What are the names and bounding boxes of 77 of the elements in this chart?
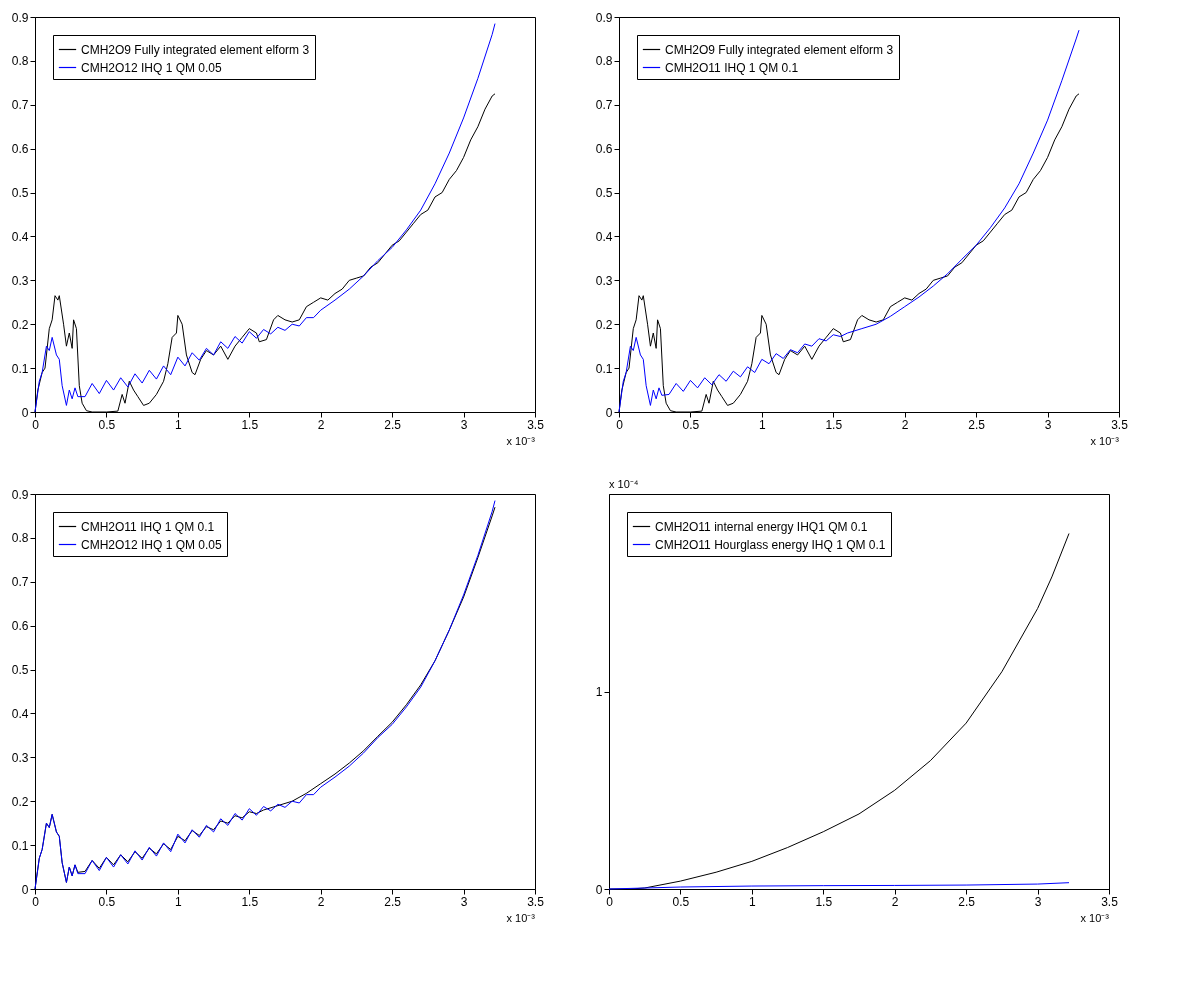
y-tick-label: 0.7 bbox=[11, 98, 29, 113]
x-tick-label: 3.5 bbox=[527, 894, 545, 909]
x-tick-label: 0.5 bbox=[682, 417, 700, 432]
x-tick-label: 3.5 bbox=[527, 417, 545, 432]
text: x 10⁻³ bbox=[506, 912, 536, 924]
x-tick-label: 0.5 bbox=[98, 417, 116, 432]
x-tick-label: 1 bbox=[759, 417, 767, 432]
y-tick-label: 0 bbox=[21, 882, 29, 897]
y-tick-label: 0.4 bbox=[11, 706, 29, 721]
x-tick-label: 2 bbox=[901, 417, 909, 432]
legend-label: CMH2O9 Fully integrated element elform 3 bbox=[665, 42, 894, 57]
x-tick-label: 3 bbox=[460, 894, 468, 909]
legend-label: CMH2O11 Hourglass energy IHQ 1 QM 0.1 bbox=[655, 537, 886, 552]
x-tick-label: 3 bbox=[460, 417, 468, 432]
x-tick-label: 0 bbox=[32, 894, 40, 909]
y-tick-label: 0.7 bbox=[11, 575, 29, 590]
x-tick-label: 3.5 bbox=[1101, 894, 1119, 909]
y-tick-label: 0.3 bbox=[595, 273, 613, 288]
y-tick-label: 0.8 bbox=[11, 531, 29, 546]
legend-label: CMH2O12 IHQ 1 QM 0.05 bbox=[81, 537, 223, 552]
y-tick-label: 0.2 bbox=[11, 317, 29, 332]
legend-label: CMH2O11 IHQ 1 QM 0.1 bbox=[665, 60, 799, 75]
y-tick-label: 0.3 bbox=[11, 273, 29, 288]
line-series bbox=[608, 882, 1070, 890]
legend-label: CMH2O12 IHQ 1 QM 0.05 bbox=[81, 60, 223, 75]
x-tick-label: 3 bbox=[1034, 894, 1042, 909]
y-tick-label: 0.9 bbox=[11, 10, 29, 25]
y-tick-label: 0.2 bbox=[11, 794, 29, 809]
legend-label: CMH2O9 Fully integrated element elform 3 bbox=[81, 42, 310, 57]
x-tick-label: 1 bbox=[749, 894, 757, 909]
y-tick-label: 0.6 bbox=[11, 619, 29, 634]
x-tick-label: 1.5 bbox=[815, 894, 833, 909]
legend-label: CMH2O11 internal energy IHQ1 QM 0.1 bbox=[655, 519, 868, 534]
y-tick-label: 0.8 bbox=[595, 54, 613, 69]
y-tick-label: 0.1 bbox=[11, 361, 29, 376]
x-tick-label: 0 bbox=[32, 417, 40, 432]
x-tick-label: 2 bbox=[891, 894, 899, 909]
y-tick-label: 0.6 bbox=[11, 142, 29, 157]
x-tick-label: 1.5 bbox=[825, 417, 843, 432]
y-tick-label: 0 bbox=[595, 882, 603, 897]
y-tick-label: 0.2 bbox=[595, 317, 613, 332]
y-tick-label: 0.7 bbox=[595, 98, 613, 113]
y-tick-label: 0.5 bbox=[595, 186, 613, 201]
x-tick-label: 0.5 bbox=[672, 894, 690, 909]
y-tick-label: 0 bbox=[21, 405, 29, 420]
x-tick-label: 2 bbox=[317, 417, 325, 432]
x-tick-label: 1 bbox=[175, 894, 183, 909]
x-tick-label: 2.5 bbox=[384, 894, 402, 909]
x-tick-label: 0.5 bbox=[98, 894, 116, 909]
text: x 10⁻³ bbox=[1080, 912, 1110, 924]
y-tick-label: 0.1 bbox=[11, 838, 29, 853]
legend-label: CMH2O11 IHQ 1 QM 0.1 bbox=[81, 519, 215, 534]
x-tick-label: 2.5 bbox=[958, 894, 976, 909]
x-tick-label: 0 bbox=[616, 417, 624, 432]
y-tick-label: 0.9 bbox=[11, 487, 29, 502]
y-tick-label: 0 bbox=[605, 405, 613, 420]
y-tick-label: 0.3 bbox=[11, 750, 29, 765]
y-tick-label: 0.5 bbox=[11, 186, 29, 201]
x-tick-label: 2 bbox=[317, 894, 325, 909]
x-tick-label: 2.5 bbox=[384, 417, 402, 432]
x-tick-label: 1.5 bbox=[241, 894, 259, 909]
x-tick-label: 1 bbox=[175, 417, 183, 432]
x-tick-label: 3.5 bbox=[1111, 417, 1129, 432]
x-tick-label: 3 bbox=[1044, 417, 1052, 432]
x-tick-label: 1.5 bbox=[241, 417, 259, 432]
y-tick-label: 0.9 bbox=[595, 10, 613, 25]
y-tick-label: 0.4 bbox=[595, 229, 613, 244]
y-tick-label: 0.8 bbox=[11, 54, 29, 69]
text: x 10⁻³ bbox=[1090, 435, 1120, 447]
y-tick-label: 0.4 bbox=[11, 229, 29, 244]
y-tick-label: 1 bbox=[595, 685, 603, 699]
y-tick-label: 0.6 bbox=[595, 142, 613, 157]
text: x 10⁻⁴ bbox=[609, 478, 639, 490]
x-tick-label: 2.5 bbox=[968, 417, 986, 432]
y-tick-label: 0.5 bbox=[11, 663, 29, 678]
y-tick-label: 0.1 bbox=[595, 361, 613, 376]
text: x 10⁻³ bbox=[506, 435, 536, 447]
